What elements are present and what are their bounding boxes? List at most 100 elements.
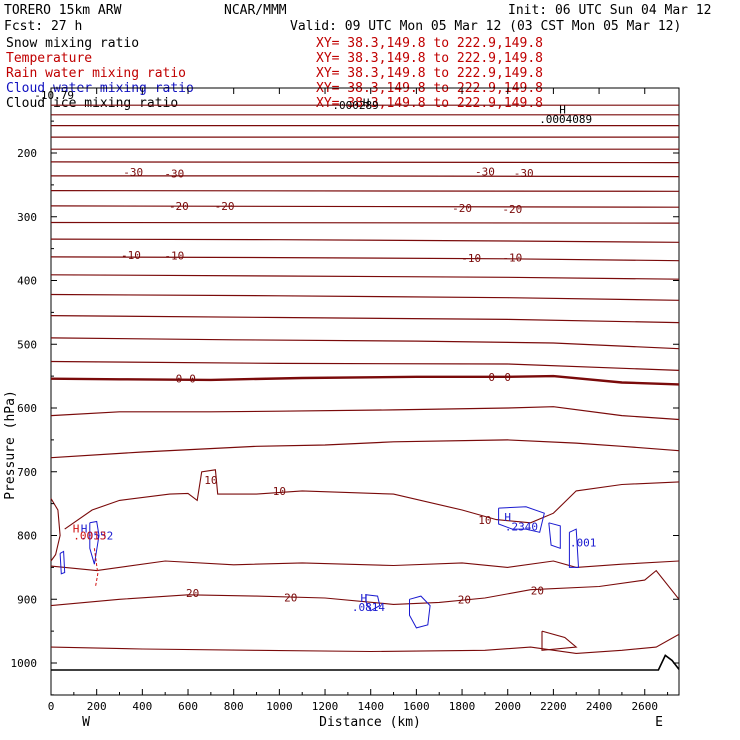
x-tick-label-2600: 2600	[631, 700, 658, 713]
isotherm-15	[50, 337, 680, 350]
legend-name-cloud-ice: Cloud ice mixing ratio	[6, 96, 178, 111]
isotherm-label-3: -30	[514, 167, 534, 180]
x-tick-label-400: 400	[132, 700, 152, 713]
y-tick-label-1000: 1000	[11, 657, 38, 670]
x-tick-label-2400: 2400	[586, 700, 613, 713]
x-tick-label-1400: 1400	[357, 700, 384, 713]
isotherm-label-5: -20	[215, 200, 235, 213]
isotherm-label-20: 20	[284, 591, 297, 604]
isotherm-label-10: -10	[461, 252, 481, 265]
rain-water-value-0: .0013	[73, 530, 106, 543]
isotherm-label-17: 10	[273, 485, 286, 498]
y-tick-label-400: 400	[17, 275, 37, 288]
isotherm-label-19: 20	[186, 587, 199, 600]
isotherm-16	[50, 360, 680, 371]
isotherm-label-22: 20	[531, 584, 544, 597]
high-marker-4: H	[559, 104, 566, 117]
legend: Snow mixing ratio XY= 38.3,149.8 to 222.…	[6, 36, 543, 111]
cloud-ice-value-0: .0004089	[539, 113, 592, 126]
x-tick-label-2200: 2200	[540, 700, 567, 713]
isotherm-label-21: 20	[458, 593, 471, 606]
y-tick-label-300: 300	[17, 211, 37, 224]
cloud-water-contour-4	[568, 528, 580, 568]
isotherm-14	[50, 315, 680, 324]
isotherm-label-7: -20	[502, 203, 522, 216]
forecast-hour: Fcst: 27 h	[4, 19, 82, 34]
east-label: E	[655, 715, 663, 730]
legend-name-rain: Rain water mixing ratio	[6, 66, 186, 81]
x-tick-label-200: 200	[87, 700, 107, 713]
legend-xy-temperature: XY= 38.3,149.8 to 222.9,149.8	[316, 51, 543, 66]
plot-frame	[50, 87, 680, 696]
model-title: TORERO 15km ARW	[4, 3, 122, 18]
isotherm-18	[50, 406, 680, 421]
isotherm-label-12: 0	[176, 373, 183, 386]
isotherm-label-11: -10	[502, 252, 522, 265]
isotherm-label-2: -30	[475, 165, 495, 178]
org-title: NCAR/MMM	[224, 3, 287, 18]
rain-water-contour	[93, 548, 99, 587]
isotherm-6	[51, 175, 680, 178]
isotherm-warm-3	[50, 569, 680, 607]
cloud-water-value-3: .0552	[80, 530, 113, 543]
cloud-water-contour-0	[365, 594, 381, 612]
high-marker-3: H	[81, 522, 88, 535]
isotherm-warm-1	[64, 469, 680, 530]
cloud-water-value-0: .0814	[352, 601, 385, 614]
isotherm-8	[50, 205, 680, 208]
y-tick-label-700: 700	[17, 466, 37, 479]
legend-name-snow: Snow mixing ratio	[6, 36, 139, 51]
x-tick-label-800: 800	[224, 700, 244, 713]
x-tick-label-1000: 1000	[266, 700, 293, 713]
y-tick-label-900: 900	[17, 593, 37, 606]
high-marker-5: H	[363, 97, 370, 110]
y-tick-label-800: 800	[17, 530, 37, 543]
legend-xy-cloud-ice: XY= 38.3,149.8 to 222.9,149.8	[316, 96, 543, 111]
cloud-ice-value-2: -10.79	[34, 89, 74, 102]
isotherm-label-14: 0	[488, 371, 495, 384]
valid-time: Valid: 09 UTC Mon 05 Mar 12 (03 CST Mon …	[290, 19, 681, 34]
terrain-line	[51, 654, 680, 671]
isotherm-label-0: -30	[123, 166, 143, 179]
cloud-water-value-1: .2340	[505, 521, 538, 534]
isotherm-19	[50, 439, 680, 459]
x-axis-label: Distance (km)	[319, 715, 421, 730]
y-axis-label: Pressure (hPa)	[3, 390, 18, 500]
isotherm-label-1: -30	[164, 167, 184, 180]
x-tick-label-600: 600	[178, 700, 198, 713]
cloud-water-value-2: .001	[570, 537, 597, 550]
x-tick-label-1600: 1600	[403, 700, 430, 713]
cloud-water-contour-6	[59, 550, 66, 575]
isotherm-warm-2	[50, 560, 680, 572]
y-tick-label-600: 600	[17, 402, 37, 415]
isotherm-label-13: 0	[189, 373, 196, 386]
isotherm-label-8: -10	[121, 249, 141, 262]
cloud-water-contour-5	[89, 520, 100, 565]
isotherm-7	[50, 190, 680, 192]
high-marker-1: H	[504, 511, 511, 524]
isotherm-warm-4	[50, 633, 680, 654]
x-tick-label-1800: 1800	[449, 700, 476, 713]
high-marker-0: H	[361, 592, 368, 605]
isotherm-13	[50, 293, 680, 301]
y-tick-label-200: 200	[17, 147, 37, 160]
isotherm-label-18: 10	[478, 514, 491, 527]
isotherm-label-9: -10	[164, 250, 184, 263]
legend-xy-rain: XY= 38.3,149.8 to 222.9,149.8	[316, 66, 543, 81]
isotherm-label-4: -20	[169, 200, 189, 213]
isotherm-label-16: 10	[204, 474, 217, 487]
isotherm-5	[50, 161, 680, 164]
cloud-water-contour-2	[498, 506, 545, 533]
x-tick-label-2000: 2000	[494, 700, 521, 713]
high-marker-2: H	[73, 522, 80, 535]
init-time: Init: 06 UTC Sun 04 Mar 12	[508, 3, 712, 18]
plot-content: -30 -30 -30 -30-20 -20 -20 -20-10 -10 -10 -100 0 0 0…	[34, 89, 680, 671]
cloud-ice-value-1: .000289	[332, 99, 378, 112]
isotherm-11	[50, 256, 680, 262]
isotherm-10	[50, 238, 680, 243]
x-tick-label-0: 0	[48, 700, 55, 713]
x-tick-label-1200: 1200	[312, 700, 339, 713]
isotherm-warm-5	[541, 630, 578, 651]
